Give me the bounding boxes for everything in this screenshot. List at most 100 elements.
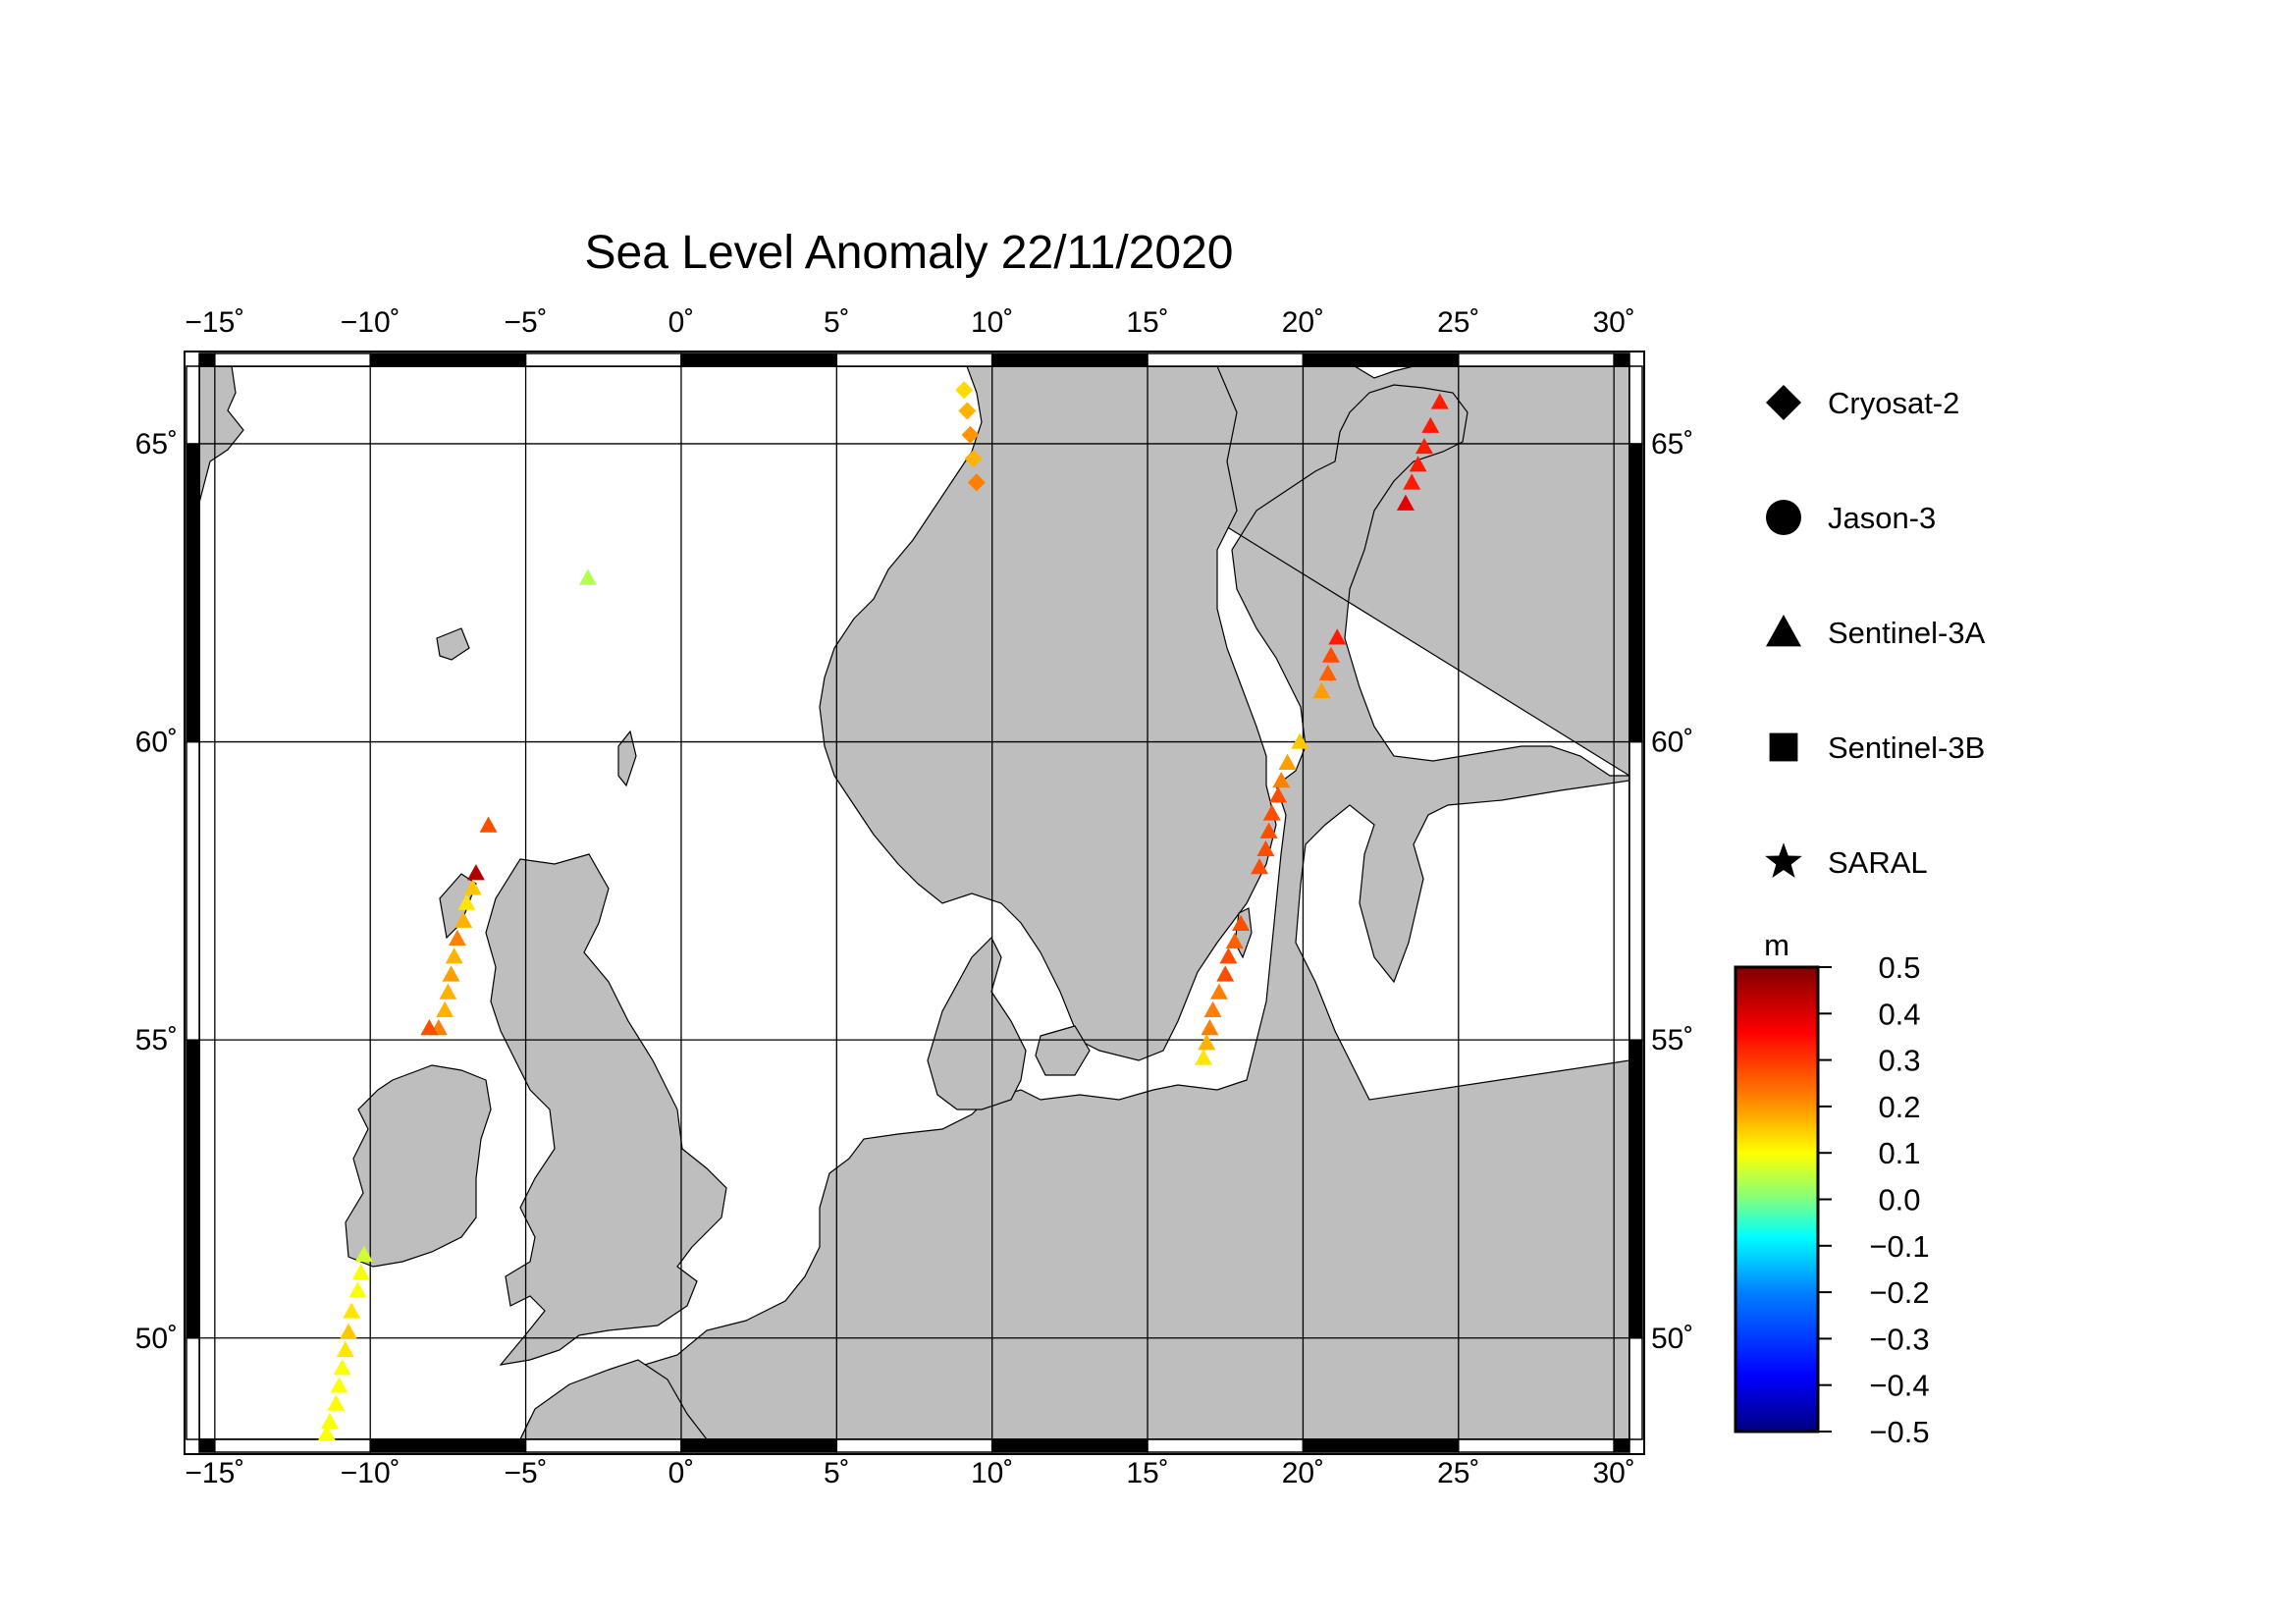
sentinel-3a-point (1421, 416, 1440, 433)
frame-segment (214, 352, 371, 367)
legend-label: SARAL (1828, 845, 1928, 880)
colorbar-tick-label: 0.5 (1878, 950, 1920, 985)
frame-segment (1147, 1438, 1305, 1453)
sentinel-3a-point (348, 1281, 367, 1298)
frame-segment (1629, 443, 1643, 743)
longitude-tick-label: −15˚ (185, 306, 244, 339)
frame-segment (680, 352, 838, 367)
sentinel-3a-point (1225, 932, 1244, 949)
longitude-tick-label: −5˚ (504, 306, 547, 339)
sentinel-3a-point (1269, 786, 1288, 803)
longitude-tick-label: 20˚ (1282, 1457, 1324, 1489)
frame-segment (1458, 352, 1615, 367)
frame-segment (369, 1438, 527, 1453)
sentinel-3a-point (479, 816, 498, 833)
sentinel-3a-point (343, 1302, 361, 1319)
cryosat-2-point (961, 425, 980, 444)
sentinel-3a-point (1430, 393, 1449, 409)
frame-segment (1302, 352, 1460, 367)
sentinel-3a-point (1318, 664, 1337, 680)
land-scandinavia (519, 366, 1629, 1439)
longitude-tick-label: 0˚ (668, 306, 695, 339)
frame-segment (1613, 352, 1630, 367)
frame-segment (835, 1438, 993, 1453)
land-france (519, 1359, 708, 1439)
frame-segment (680, 1438, 838, 1453)
sentinel-3a-point (1256, 839, 1275, 857)
latitude-tick-label: 65˚ (135, 428, 178, 460)
latitude-tick-label: 65˚ (1651, 428, 1693, 460)
sentinel-3a-point (1278, 753, 1297, 771)
sentinel-3a-point (442, 965, 460, 982)
sentinel-3a-point (317, 1424, 336, 1441)
legend-label: Sentinel-3A (1828, 616, 1986, 650)
colorbar-tick-label: 0.3 (1878, 1044, 1920, 1078)
sentinel-3a-point (1312, 681, 1331, 699)
sentinel-3a-point (336, 1340, 354, 1358)
frame-segment (524, 352, 682, 367)
land-shetland (617, 730, 637, 787)
frame-segment (186, 1039, 200, 1339)
frame-segment (835, 352, 993, 367)
frame-segment (186, 1337, 200, 1440)
sentinel-3a-point (1259, 822, 1278, 839)
sentinel-3a-point (1409, 456, 1427, 472)
colorbar-tick-label: 0.2 (1878, 1090, 1920, 1124)
altimetry-points (317, 381, 1449, 1441)
sentinel-3a-point (578, 568, 597, 585)
cryosat-2-point (958, 402, 977, 420)
longitude-tick-label: −10˚ (341, 1457, 400, 1489)
longitude-tick-label: −5˚ (504, 1457, 547, 1489)
sentinel-3a-point (351, 1263, 370, 1280)
frame-segment (1629, 1039, 1643, 1339)
longitude-tick-label: −10˚ (341, 306, 400, 339)
land-norway-sweden (819, 366, 1277, 1061)
sentinel-3a-point (1232, 914, 1251, 931)
longitude-tick-label: 0˚ (668, 1457, 695, 1489)
sentinel-3a-point (1219, 947, 1238, 964)
frame-segment (186, 740, 200, 1041)
sentinel-3a-point (1195, 1049, 1213, 1065)
sentinel-3a-point (327, 1394, 346, 1411)
colorbar-tick-label: −0.2 (1869, 1275, 1929, 1310)
cryosat-2-point (967, 473, 986, 492)
axis-tick-labels: −15˚ −15˚ −10˚ −10˚ −5˚ −5˚ 0˚ 0˚ 5˚ 5˚ 10˚ 10˚ 15˚ 1… (135, 306, 1694, 1489)
longitude-tick-label: 30˚ (1592, 1457, 1634, 1489)
latitude-tick-label: 50˚ (1651, 1323, 1693, 1355)
frame-segment (214, 1438, 371, 1453)
satellite-legend: Cryosat-2 Jason-3 Sentinel-3A Sentinel-3B SA… (1765, 385, 1986, 880)
sentinel-3a-point (330, 1377, 348, 1393)
map-title: Sea Level Anomaly 22/11/2020 (585, 227, 1234, 279)
frame-segment (1458, 1438, 1615, 1453)
frame-segment (1302, 1438, 1460, 1453)
colorbar-gradient (1734, 965, 1820, 1434)
sentinel-3a-point (448, 929, 466, 947)
land-faroe (436, 627, 470, 661)
longitude-tick-label: 25˚ (1437, 306, 1479, 339)
longitude-tick-label: 20˚ (1282, 306, 1324, 339)
latitude-tick-label: 50˚ (135, 1323, 178, 1355)
sentinel-3a-point (1328, 628, 1347, 645)
frame-segment (186, 443, 200, 743)
land-greenland (199, 366, 244, 504)
sentinel-3a-point (1272, 772, 1291, 788)
frame-segment (990, 352, 1148, 367)
frame-segment (369, 352, 527, 367)
frame-segment (1629, 740, 1643, 1041)
latitude-tick-label: 55˚ (135, 1024, 178, 1056)
longitude-tick-label: 15˚ (1126, 306, 1168, 339)
sentinel-3a-point (1415, 437, 1433, 455)
frame-segment (1629, 1337, 1643, 1440)
sentinel-3a-point (1198, 1034, 1216, 1051)
sentinel-3a-point (454, 911, 473, 928)
frame-segment (524, 1438, 682, 1453)
sentinel-3a-point (457, 893, 476, 910)
latitude-tick-label: 60˚ (135, 727, 178, 759)
colorbar: m 0.5 0.4 0.3 0.2 0.1 0.0 −0.1 −0.2 −0.3 −0.4 −0.5 (1734, 928, 1930, 1449)
sentinel-3a-point (445, 947, 463, 964)
cryosat-2-point (964, 450, 983, 468)
colorbar-ticks: 0.5 0.4 0.3 0.2 0.1 0.0 −0.1 −0.2 −0.3 −0.4 −0.5 (1818, 950, 1930, 1449)
map-border (186, 352, 1643, 1453)
sentinel-3a-point (1321, 646, 1340, 663)
longitude-tick-label: 15˚ (1126, 1457, 1168, 1489)
